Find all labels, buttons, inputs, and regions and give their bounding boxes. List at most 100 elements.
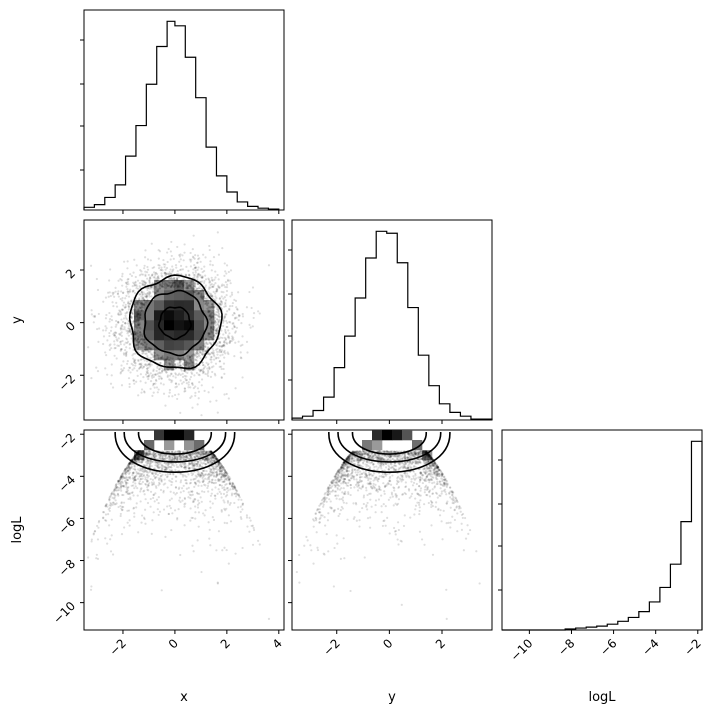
scatter-point xyxy=(428,495,431,498)
scatter-point xyxy=(185,286,188,289)
scatter-point xyxy=(126,278,129,281)
scatter-point xyxy=(214,282,217,285)
scatter-point xyxy=(158,285,161,288)
scatter-point xyxy=(127,305,130,308)
scatter-point xyxy=(173,364,176,367)
scatter-point xyxy=(134,362,137,365)
density-cell xyxy=(154,300,165,311)
scatter-point xyxy=(210,306,213,309)
scatter-point xyxy=(117,479,120,483)
scatter-point xyxy=(159,284,162,287)
scatter-point xyxy=(222,499,225,502)
scatter-point xyxy=(195,287,198,290)
scatter-point xyxy=(207,332,210,336)
scatter-point xyxy=(141,296,144,299)
scatter-point xyxy=(158,368,161,371)
scatter-point xyxy=(188,378,192,381)
density-cell xyxy=(154,330,165,341)
scatter-point xyxy=(118,309,121,312)
scatter-point xyxy=(220,303,223,306)
scatter-point xyxy=(130,466,133,469)
scatter-point xyxy=(202,366,206,370)
scatter-point xyxy=(184,363,188,366)
scatter-point xyxy=(249,326,252,329)
scatter-point xyxy=(143,264,146,267)
scatter-point xyxy=(202,297,206,300)
scatter-point xyxy=(161,356,164,359)
scatter-point xyxy=(210,293,213,297)
scatter-point xyxy=(222,351,226,354)
scatter-point xyxy=(173,359,176,363)
scatter-point xyxy=(175,276,179,279)
scatter-point xyxy=(214,486,217,489)
scatter-point xyxy=(415,482,418,486)
scatter-point xyxy=(133,284,137,287)
scatter-point xyxy=(196,462,199,466)
scatter-point xyxy=(193,273,196,277)
scatter-point xyxy=(166,374,169,377)
scatter-point xyxy=(135,311,138,315)
scatter-point xyxy=(166,260,169,264)
scatter-point xyxy=(169,277,172,281)
scatter-point xyxy=(137,308,140,311)
scatter-point xyxy=(179,463,183,466)
scatter-point xyxy=(140,273,143,276)
scatter-point xyxy=(209,375,213,378)
scatter-point xyxy=(145,295,148,298)
scatter-point xyxy=(173,279,176,282)
scatter-point xyxy=(159,357,162,360)
scatter-point xyxy=(122,485,125,488)
scatter-point xyxy=(148,277,152,280)
scatter-point xyxy=(233,325,236,329)
scatter-point xyxy=(235,316,238,319)
scatter-point xyxy=(126,267,129,270)
scatter-point xyxy=(159,382,163,385)
scatter-point xyxy=(184,370,187,373)
scatter-point xyxy=(190,283,193,286)
scatter-point xyxy=(211,338,215,341)
scatter-point xyxy=(190,364,193,368)
scatter-point xyxy=(168,277,171,280)
scatter-point xyxy=(164,473,167,476)
scatter-point xyxy=(206,367,209,370)
scatter-point xyxy=(146,348,149,352)
scatter-point xyxy=(224,328,227,331)
scatter-point xyxy=(171,270,174,273)
scatter-point xyxy=(239,356,242,359)
density-cell xyxy=(174,320,185,331)
scatter-point xyxy=(218,297,221,301)
scatter-point xyxy=(164,268,167,271)
scatter-point xyxy=(201,296,204,299)
scatter-point xyxy=(151,266,154,270)
scatter-point xyxy=(170,240,173,244)
scatter-point xyxy=(205,451,208,455)
scatter-point xyxy=(115,305,119,308)
scatter-point xyxy=(191,255,195,258)
scatter-point xyxy=(189,284,192,287)
scatter-point xyxy=(127,369,130,372)
scatter-point xyxy=(138,330,142,334)
scatter-point xyxy=(150,460,153,463)
scatter-point xyxy=(418,513,421,516)
scatter-point xyxy=(146,360,149,363)
scatter-point xyxy=(120,324,123,328)
scatter-point xyxy=(218,297,222,300)
scatter-point xyxy=(190,516,193,519)
scatter-point xyxy=(156,290,159,293)
scatter-point xyxy=(186,286,189,289)
scatter-point xyxy=(138,274,141,277)
scatter-point xyxy=(198,464,202,467)
scatter-point xyxy=(140,295,143,298)
scatter-point xyxy=(141,282,144,285)
scatter-point xyxy=(92,532,95,535)
scatter-point xyxy=(156,372,160,375)
scatter-point xyxy=(224,285,227,289)
scatter-point xyxy=(157,495,160,499)
scatter-point xyxy=(206,298,209,301)
scatter-point xyxy=(194,271,197,274)
scatter-point xyxy=(201,369,204,372)
scatter-point xyxy=(113,340,116,343)
scatter-point xyxy=(209,358,212,361)
scatter-point xyxy=(214,343,218,347)
scatter-point xyxy=(143,283,146,287)
